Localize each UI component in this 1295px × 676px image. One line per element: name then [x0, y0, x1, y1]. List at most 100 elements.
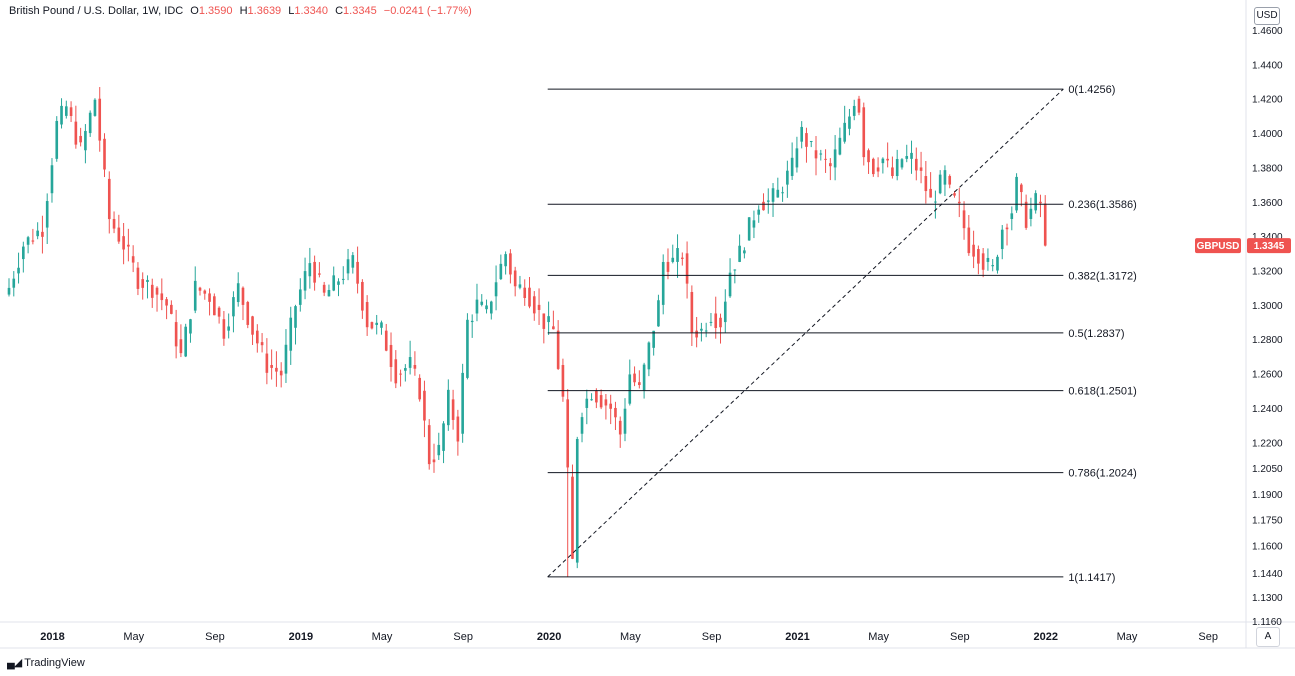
candle-body: [260, 342, 264, 346]
candle: [881, 157, 885, 174]
candle-body: [829, 163, 832, 167]
candle: [1043, 195, 1047, 247]
candle-body: [136, 267, 140, 289]
price-tick-label: 1.3200: [1252, 267, 1283, 278]
candle: [284, 329, 288, 383]
candle-body: [1024, 201, 1028, 228]
candle: [805, 127, 808, 163]
candle: [447, 379, 450, 431]
time-tick-label: Sep: [1198, 631, 1218, 643]
candle: [98, 87, 102, 152]
tradingview-logo-icon: ▄◢: [7, 657, 22, 669]
candle: [967, 214, 971, 256]
candle-body: [738, 245, 741, 262]
candle: [671, 244, 675, 264]
candle: [69, 101, 73, 123]
candle: [542, 313, 546, 344]
candle-body: [948, 176, 952, 185]
candle: [150, 278, 154, 308]
candle-body: [394, 359, 398, 384]
trendline[interactable]: [547, 88, 1064, 578]
candle-body: [160, 293, 164, 301]
candle: [232, 291, 235, 333]
tradingview-logo[interactable]: ▄◢ TradingView: [7, 656, 85, 669]
candle: [552, 310, 555, 330]
candle: [876, 157, 880, 178]
candle: [752, 210, 756, 239]
candle: [575, 436, 579, 569]
candle-body: [800, 126, 804, 142]
fibonacci-retracement[interactable]: 0(1.4256) 0.236(1.3586) 0.382(1.3172) 0.5(1…: [547, 84, 1137, 584]
candle: [566, 389, 570, 577]
candle-body: [413, 365, 417, 369]
price-tag-symbol: GBPUSD: [1197, 241, 1240, 252]
candle-body: [404, 368, 407, 371]
candle-body: [84, 130, 87, 151]
candle-body: [532, 296, 536, 314]
time-tick-label: May: [620, 631, 641, 643]
candle: [103, 133, 106, 178]
candle: [279, 362, 283, 388]
candle-body: [704, 330, 708, 332]
price-change: −0.0241 (−1.77%): [383, 5, 472, 17]
candle-body: [60, 105, 63, 125]
candle-body: [867, 150, 870, 163]
candle: [824, 149, 827, 173]
candle-body: [819, 153, 823, 155]
candle: [743, 247, 746, 259]
candle: [375, 314, 379, 335]
candle-body: [318, 273, 321, 275]
candle: [747, 217, 751, 241]
candle-body: [494, 282, 498, 297]
price-tick-label: 1.1300: [1252, 593, 1283, 604]
candle: [633, 366, 636, 387]
candle: [461, 363, 464, 443]
candle-body: [332, 275, 336, 291]
price-tick-label: 1.4400: [1252, 60, 1283, 71]
price-tick-label: 1.2200: [1252, 438, 1283, 449]
symbol-title[interactable]: British Pound / U.S. Dollar, 1W, IDC: [9, 5, 184, 17]
candle-body: [442, 423, 445, 451]
candle-body: [766, 200, 770, 202]
candle-body: [480, 301, 484, 305]
ohlc-high: H1.3639: [239, 5, 282, 17]
candle: [595, 388, 598, 409]
candle-body: [571, 476, 574, 559]
candle-body: [919, 167, 923, 171]
candle-body: [723, 301, 727, 323]
candle-body: [466, 319, 469, 378]
candle-body: [566, 399, 570, 468]
trendline-layer[interactable]: [547, 88, 1064, 578]
candle: [127, 228, 130, 262]
candle: [676, 234, 679, 278]
candle: [117, 214, 121, 244]
fib-level-label: 0.618(1.2501): [1068, 386, 1137, 398]
candle: [246, 300, 250, 329]
candle: [661, 254, 665, 315]
candle-body: [112, 218, 116, 229]
candle: [494, 265, 498, 311]
candle: [556, 320, 560, 371]
candle-body: [232, 297, 235, 317]
candle: [709, 312, 713, 327]
candle: [714, 296, 718, 339]
candle: [341, 266, 345, 285]
candle: [795, 136, 799, 173]
candle-body: [676, 248, 679, 262]
candle: [136, 262, 140, 296]
candle-body: [618, 420, 622, 435]
time-axis[interactable]: 2018 May Sep 2019 May Sep 2020 May Sep 2021 May Sep…: [40, 631, 1218, 643]
candle-body: [346, 259, 350, 274]
candle-body: [771, 188, 775, 202]
candle-body: [714, 313, 718, 328]
candle: [657, 294, 660, 327]
candle-body: [518, 284, 522, 288]
candle-body: [418, 377, 421, 400]
price-axis[interactable]: 1.4600 1.4400 1.4200 1.4000 1.3800 1.3600 1.34…: [1252, 26, 1283, 628]
currency-button[interactable]: USD: [1254, 7, 1280, 25]
candle-body: [981, 253, 985, 270]
candle-body: [141, 279, 145, 288]
auto-scale-button[interactable]: A: [1256, 627, 1280, 647]
candle-body: [255, 330, 259, 344]
